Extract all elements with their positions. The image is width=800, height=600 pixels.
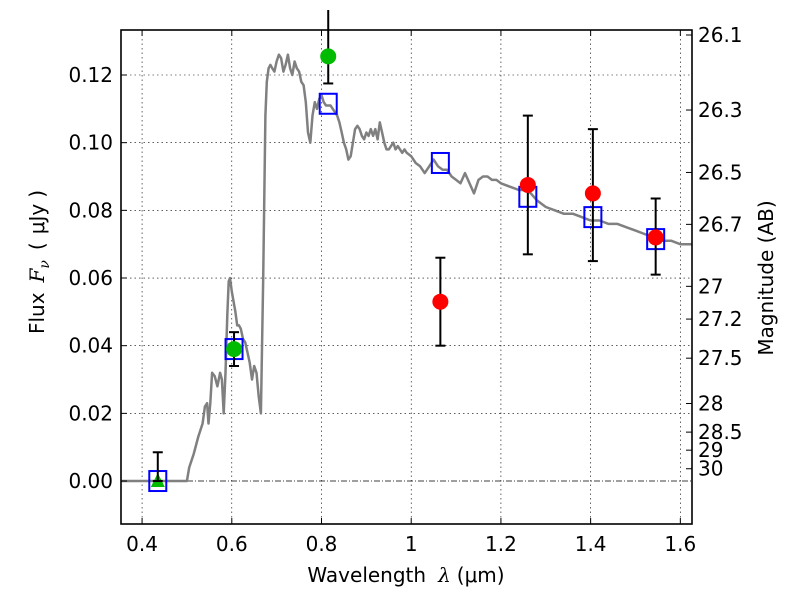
error-bars <box>152 10 664 483</box>
y2-tick-label: 27.5 <box>698 346 743 370</box>
x-axis-label-word: Wavelength <box>307 563 426 587</box>
y-axis-label-paren-close: ) <box>25 190 49 198</box>
y2-tick-label: 30 <box>698 457 723 481</box>
x-tick-label: 1 <box>405 532 418 556</box>
y-axis-label-unit: μJy <box>25 204 49 235</box>
y2-tick-label: 26.3 <box>698 98 743 122</box>
x-tick-label: 0.4 <box>126 532 158 556</box>
grid <box>121 30 692 524</box>
x-axis: 0.4 0.6 0.8 1 1.2 1.4 1.6 <box>126 30 696 556</box>
y-tick-label: 0.00 <box>68 469 113 493</box>
ir-flux-point <box>647 229 664 246</box>
ir-flux-point <box>519 176 536 193</box>
y2-tick-label: 26.5 <box>698 160 743 184</box>
x-axis-label-unit: (μm) <box>457 563 505 587</box>
y-axis-label: Flux Fν ( μJy) <box>25 190 53 334</box>
y-tick-label: 0.10 <box>68 131 113 155</box>
x-axis-label: Wavelength λ (μm) <box>307 563 504 587</box>
x-tick-label: 0.6 <box>216 532 248 556</box>
y2-tick-label: 28.5 <box>698 420 743 444</box>
x-axis-label-symbol: λ <box>437 563 451 587</box>
y2-tick-label: 28 <box>698 392 723 416</box>
y-axis-label-symbol: F <box>25 267 49 283</box>
ir-flux-point <box>584 185 601 202</box>
model-spectrum-line <box>121 53 692 483</box>
model-photometry-square <box>430 151 450 174</box>
model-photometry-square <box>318 92 338 115</box>
y2-axis-label: Magnitude (AB) <box>754 200 778 355</box>
ir-flux-point <box>432 293 449 310</box>
y-axis: 0.00 0.02 0.04 0.06 0.08 0.10 0.12 <box>68 63 127 493</box>
x-tick-label: 0.8 <box>306 532 338 556</box>
axes-frame <box>120 29 693 525</box>
y-tick-label: 0.08 <box>68 198 113 222</box>
y2-tick-label: 27.2 <box>698 307 743 331</box>
y2-tick-label: 29 <box>698 438 723 462</box>
y-axis-label-word: Flux <box>25 292 49 334</box>
y-tick-label: 0.06 <box>68 266 113 290</box>
y-axis-label-paren-open: ( <box>25 242 49 250</box>
x-tick-label: 1.6 <box>664 532 696 556</box>
optical-flux-point <box>320 48 337 65</box>
y-tick-label: 0.12 <box>68 63 113 87</box>
y2-tick-label: 27 <box>698 274 723 298</box>
y-tick-label: 0.04 <box>68 334 113 358</box>
x-tick-label: 1.2 <box>485 532 517 556</box>
optical-flux-point <box>226 341 243 358</box>
y-axis-label-subscript: ν <box>37 260 53 269</box>
y2-tick-label: 26.1 <box>698 23 743 47</box>
y-tick-label: 0.02 <box>68 401 113 425</box>
y2-tick-label: 26.7 <box>698 212 743 236</box>
x-tick-label: 1.4 <box>575 532 607 556</box>
